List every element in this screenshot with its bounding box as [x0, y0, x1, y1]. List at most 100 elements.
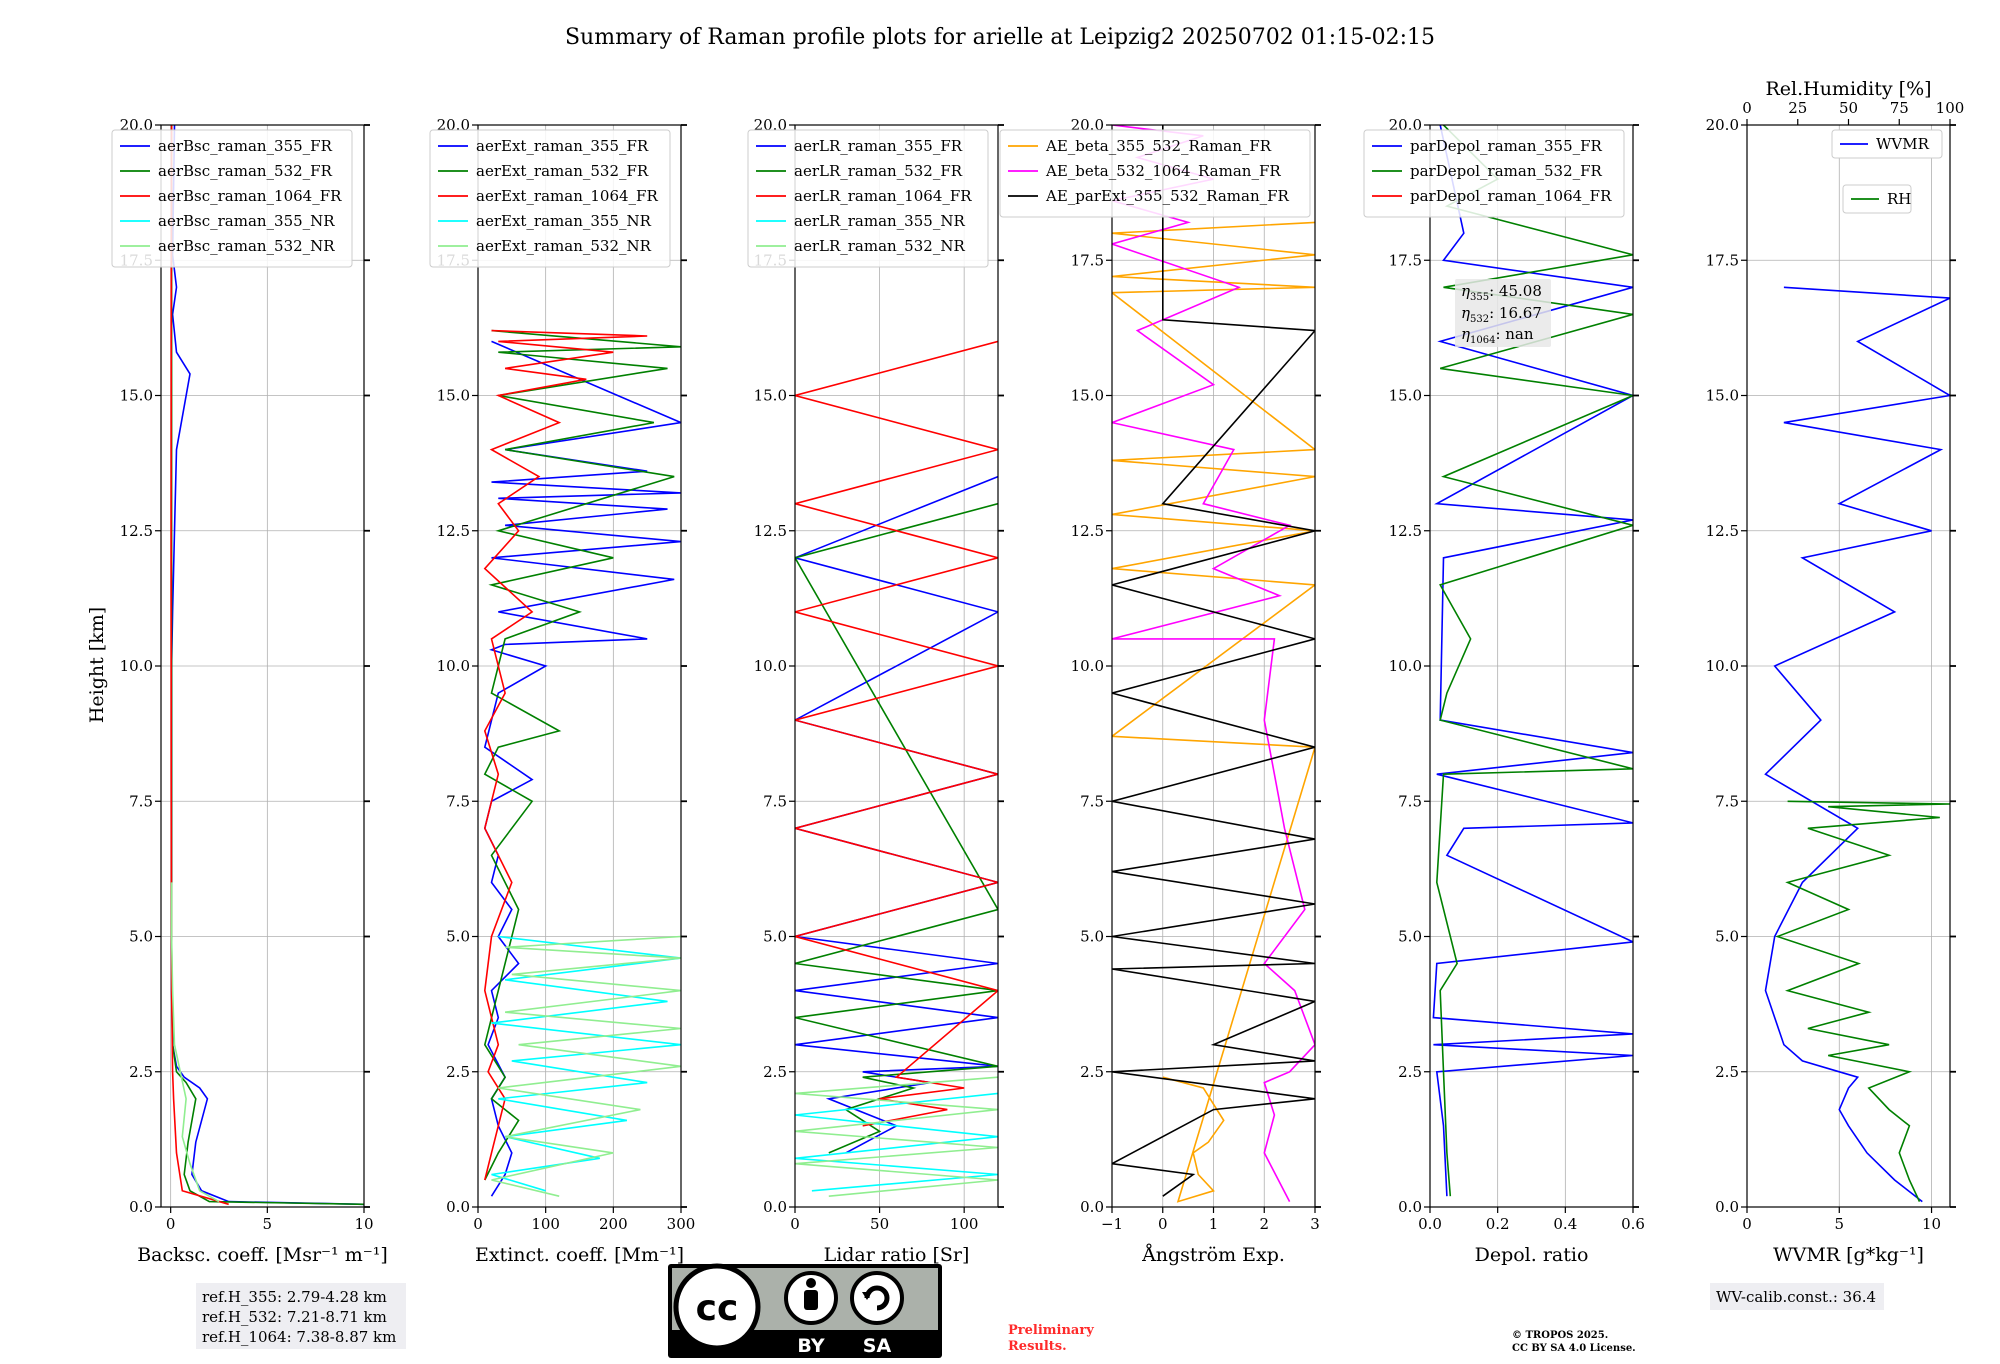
x2-axis-label: Rel.Humidity [%] [1765, 78, 1931, 100]
x-tick-label: 0 [473, 1215, 483, 1233]
x2-tick-label: 0 [1742, 99, 1752, 117]
ref-height-bg [196, 1283, 406, 1349]
x-tick-label: 100 [531, 1215, 560, 1233]
x2-tick-label: 75 [1890, 99, 1909, 117]
y-tick-label: 5.0 [129, 928, 153, 946]
legend-label: aerExt_raman_355_FR [476, 137, 649, 155]
y-axis-label: Height [km] [86, 607, 108, 723]
y-tick-label: 12.5 [1706, 522, 1739, 540]
legend-box [429, 129, 671, 268]
y-tick-label: 10.0 [1071, 657, 1104, 675]
series-line-RH [1775, 800, 1950, 1202]
wv-calib-box: WV-calib.const.: 36.4 [1710, 1283, 1884, 1310]
panel-1: 0.02.55.07.510.012.515.017.520.00510Back… [111, 116, 388, 1266]
y-tick-label: 5.0 [763, 928, 787, 946]
series-group [1764, 286, 1950, 1203]
legend-label: aerExt_raman_1064_FR [476, 187, 658, 205]
x2-tick-label: 50 [1839, 99, 1858, 117]
y-tick-label: 2.5 [446, 1063, 470, 1081]
eta-1064: η1064: nan [1461, 325, 1534, 346]
legend-box [999, 129, 1311, 218]
series-line-aerExt_raman_355_NR [491, 935, 681, 1192]
y-tick-label: 2.5 [1715, 1063, 1739, 1081]
x-tick-label: 0.6 [1621, 1215, 1645, 1233]
panels-group: 0.02.55.07.510.012.515.017.520.00510Back… [111, 78, 1965, 1266]
wv-calib-text: WV-calib.const.: 36.4 [1716, 1288, 1876, 1306]
y-tick-label: 15.0 [1071, 387, 1104, 405]
x-tick-label: −1 [1101, 1215, 1123, 1233]
y-tick-label: 17.5 [1071, 251, 1104, 269]
x-tick-label: 0.2 [1486, 1215, 1510, 1233]
copyright-line-2: CC BY SA 4.0 License. [1512, 1343, 1636, 1354]
x2-tick-label: 25 [1788, 99, 1807, 117]
y-tick-label: 10.0 [437, 657, 470, 675]
series-line-aerLR_raman_355_NR [795, 1092, 998, 1192]
x-axis-label: Lidar ratio [Sr] [824, 1244, 970, 1266]
series-line-aerExt_raman_355_FR [483, 340, 681, 1197]
y-tick-label: 2.5 [763, 1063, 787, 1081]
y-tick-label: 15.0 [120, 387, 153, 405]
panel-2: 0.02.55.07.510.012.515.017.520.001002003… [429, 116, 696, 1266]
series-line-WVMR [1764, 286, 1950, 1203]
legend-label: WVMR [1876, 135, 1930, 153]
cc-by-sa-badge: cc BY SA [668, 1263, 942, 1358]
y-tick-label: 15.0 [1706, 387, 1739, 405]
y-tick-label: 7.5 [1398, 792, 1422, 810]
x-tick-label: 0.0 [1418, 1215, 1442, 1233]
x-tick-label: 0 [1158, 1215, 1168, 1233]
legend-label: AE_beta_355_532_Raman_FR [1045, 137, 1272, 155]
legend-box [1363, 129, 1625, 218]
series-line-aerExt_raman_1064_FR [483, 329, 648, 1181]
y-tick-label: 15.0 [437, 387, 470, 405]
series-line-aerExt_raman_532_NR [491, 935, 681, 1197]
legend-label: aerExt_raman_355_NR [476, 212, 652, 230]
x-tick-label: 100 [950, 1215, 979, 1233]
x2-tick-label: 100 [1936, 99, 1965, 117]
legend-label: RH [1887, 190, 1911, 208]
x-tick-label: 300 [667, 1215, 696, 1233]
legend-label: AE_beta_532_1064_Raman_FR [1045, 162, 1281, 180]
badge-sa-label: SA [863, 1335, 892, 1357]
y-tick-label: 0.0 [1715, 1198, 1739, 1216]
y-tick-label: 12.5 [754, 522, 787, 540]
y-tick-label: 10.0 [754, 657, 787, 675]
legend-box [1831, 129, 1943, 159]
y-tick-label: 7.5 [1715, 792, 1739, 810]
ref-height-532: ref.H_532: 7.21-8.71 km [202, 1308, 387, 1326]
y-tick-label: 7.5 [763, 792, 787, 810]
y-tick-label: 7.5 [446, 792, 470, 810]
y-tick-label: 15.0 [1389, 387, 1422, 405]
x-tick-label: 5 [1834, 1215, 1844, 1233]
by-icon [784, 1271, 838, 1325]
legend-label: aerBsc_raman_532_NR [158, 237, 335, 255]
legend-label: parDepol_raman_355_FR [1410, 137, 1603, 155]
x-tick-label: 10 [354, 1215, 373, 1233]
x-axis-label: Extinct. coeff. [Mm⁻¹] [475, 1244, 684, 1266]
y-tick-label: 20.0 [1706, 116, 1739, 134]
sa-icon [850, 1271, 904, 1325]
series-line-aerLR_raman_532_NR [795, 1076, 998, 1197]
y-tick-label: 12.5 [1071, 522, 1104, 540]
panel-3: 0.02.55.07.510.012.515.017.520.0050100Li… [747, 116, 1004, 1266]
wv-calib-bg [1710, 1283, 1884, 1310]
series-group [795, 340, 998, 1197]
legend-label: aerExt_raman_532_NR [476, 237, 652, 255]
y-tick-label: 0.0 [1080, 1198, 1104, 1216]
panel-6: 0.02.55.07.510.012.515.017.520.00 5 10WVMR… [1706, 78, 1965, 1266]
y-tick-label: 5.0 [446, 928, 470, 946]
legend-label: AE_parExt_355_532_Raman_FR [1045, 187, 1290, 205]
legend-box [747, 129, 989, 268]
y-tick-label: 0.0 [763, 1198, 787, 1216]
y-tick-label: 0.0 [129, 1198, 153, 1216]
y-tick-label: 7.5 [129, 792, 153, 810]
badge-by-label: BY [797, 1335, 824, 1357]
x-tick-label: 10 [1922, 1215, 1941, 1233]
y-tick-label: 2.5 [1080, 1063, 1104, 1081]
series-line-aerBsc_raman_1064_FR [170, 125, 229, 1206]
copyright-line-1: © TROPOS 2025. [1512, 1330, 1608, 1341]
x-axis-label: WVMR [g*kg⁻¹] [1773, 1244, 1924, 1266]
cc-icon [673, 1263, 761, 1351]
series-line-aerLR_raman_1064_FR [795, 340, 998, 1127]
x-tick-label: 3 [1310, 1215, 1320, 1233]
y-tick-label: 5.0 [1398, 928, 1422, 946]
